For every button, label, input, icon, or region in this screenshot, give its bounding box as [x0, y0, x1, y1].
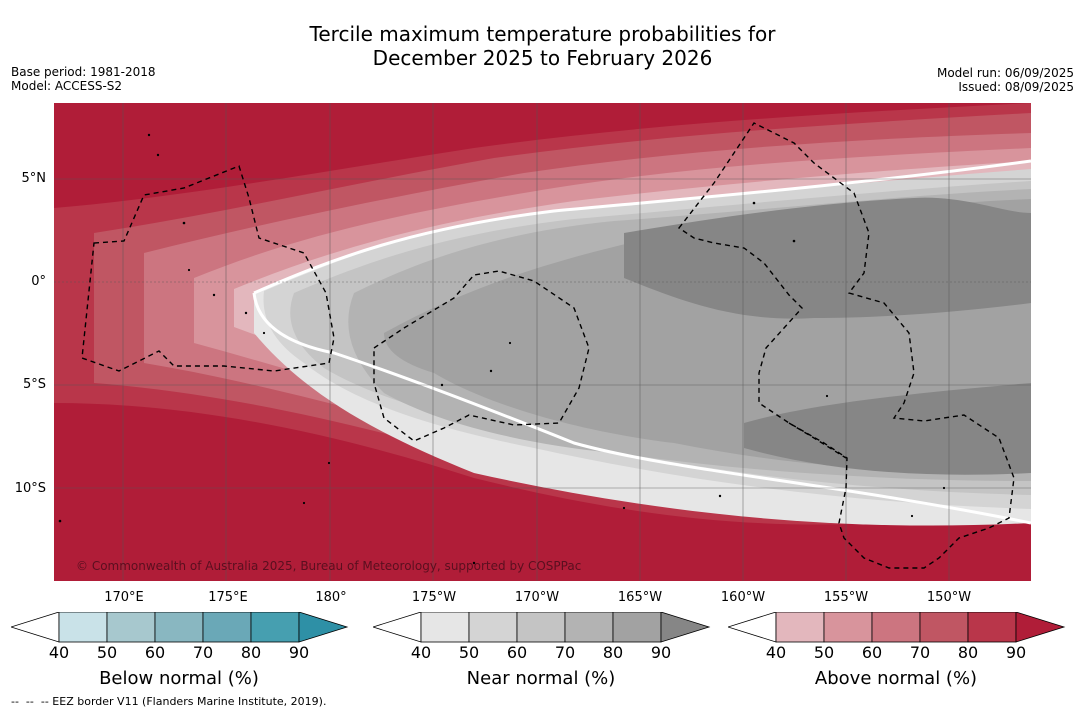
cbar1-seg-2: [468, 612, 518, 643]
title-line-2: December 2025 to February 2026: [372, 46, 713, 70]
cbar0-seg-4: [202, 612, 252, 643]
cbar1-seg-5: [612, 612, 662, 643]
cbar0-tick-60: 60: [144, 643, 166, 662]
lon-label-170e: 170°E: [104, 590, 144, 605]
cbar1-tick-70: 70: [554, 643, 576, 662]
lon-label-180: 180°: [315, 590, 347, 605]
cbar0-seg-5: [250, 612, 300, 643]
cbar2-tick-70: 70: [909, 643, 931, 662]
cbar1-seg-4: [564, 612, 614, 643]
cbar0-seg-6: [298, 612, 349, 643]
eez-footnote: -- -- -- EEZ border V11 (Flanders Marine…: [11, 695, 327, 708]
cbar1-tick-90: 90: [650, 643, 672, 662]
cbar1-tick-40: 40: [410, 643, 432, 662]
cbar0-tick-70: 70: [192, 643, 214, 662]
cbar2-tick-40: 40: [765, 643, 787, 662]
lon-label-175w: 175°W: [411, 590, 457, 605]
cbar2-seg-5: [967, 612, 1017, 643]
lat-label-5s: 5°S: [22, 377, 46, 392]
colorbar-near-normal: [373, 612, 711, 643]
cbar2-seg-6: [1015, 612, 1066, 643]
copyright-notice: © Commonwealth of Australia 2025, Bureau…: [76, 559, 581, 573]
cbar2-seg-3: [871, 612, 921, 643]
cbar0-tick-40: 40: [48, 643, 70, 662]
cbar1-tick-50: 50: [458, 643, 480, 662]
cbar1-seg-6: [660, 612, 711, 643]
lat-label-10s: 10°S: [14, 481, 46, 496]
issued-date: Issued: 08/09/2025: [958, 80, 1074, 94]
cbar2-tick-60: 60: [861, 643, 883, 662]
cbar2-seg-0: [728, 612, 777, 643]
cbar2-tick-80: 80: [957, 643, 979, 662]
colorbar-above-normal: [728, 612, 1066, 643]
colorbar-near-normal-title: Near normal (%): [466, 668, 616, 689]
metadata-left: Base period: 1981-2018 Model: ACCESS-S2: [11, 65, 156, 93]
lon-label-170w: 170°W: [514, 590, 560, 605]
cbar0-seg-2: [106, 612, 156, 643]
metadata-right: Model run: 06/09/2025 Issued: 08/09/2025: [937, 66, 1074, 94]
lat-label-0: 0°: [31, 274, 46, 289]
model-run: Model run: 06/09/2025: [936, 66, 1074, 80]
cbar0-seg-0: [11, 612, 60, 643]
cbar1-seg-1: [420, 612, 470, 643]
lon-label-175e: 175°E: [208, 590, 248, 605]
cbar2-seg-2: [823, 612, 873, 643]
colorbar-below-normal-title: Below normal (%): [99, 668, 259, 689]
lon-label-155w: 155°W: [823, 590, 869, 605]
colorbar-below-normal: [11, 612, 349, 643]
probability-map: © Commonwealth of Australia 2025, Bureau…: [54, 103, 1031, 581]
cbar1-seg-3: [516, 612, 566, 643]
cbar2-seg-4: [919, 612, 969, 643]
lon-label-150w: 150°W: [926, 590, 972, 605]
cbar0-seg-1: [58, 612, 108, 643]
cbar1-tick-60: 60: [506, 643, 528, 662]
cbar0-tick-90: 90: [288, 643, 310, 662]
cbar1-tick-80: 80: [602, 643, 624, 662]
cbar1-seg-0: [373, 612, 422, 643]
lon-label-165w: 165°W: [617, 590, 663, 605]
cbar2-tick-90: 90: [1005, 643, 1027, 662]
base-period: Base period: 1981-2018: [11, 65, 156, 79]
cbar0-tick-50: 50: [96, 643, 118, 662]
title-line-1: Tercile maximum temperature probabilitie…: [309, 22, 776, 46]
model-name: Model: ACCESS-S2: [11, 79, 123, 93]
lat-label-5n: 5°N: [21, 171, 47, 186]
colorbar-above-normal-title: Above normal (%): [814, 668, 978, 689]
cbar2-seg-1: [775, 612, 825, 643]
lon-label-160w: 160°W: [720, 590, 766, 605]
map-title: Tercile maximum temperature probabilitie…: [0, 22, 1085, 70]
cbar2-tick-50: 50: [813, 643, 835, 662]
cbar0-tick-80: 80: [240, 643, 262, 662]
cbar0-seg-3: [154, 612, 204, 643]
